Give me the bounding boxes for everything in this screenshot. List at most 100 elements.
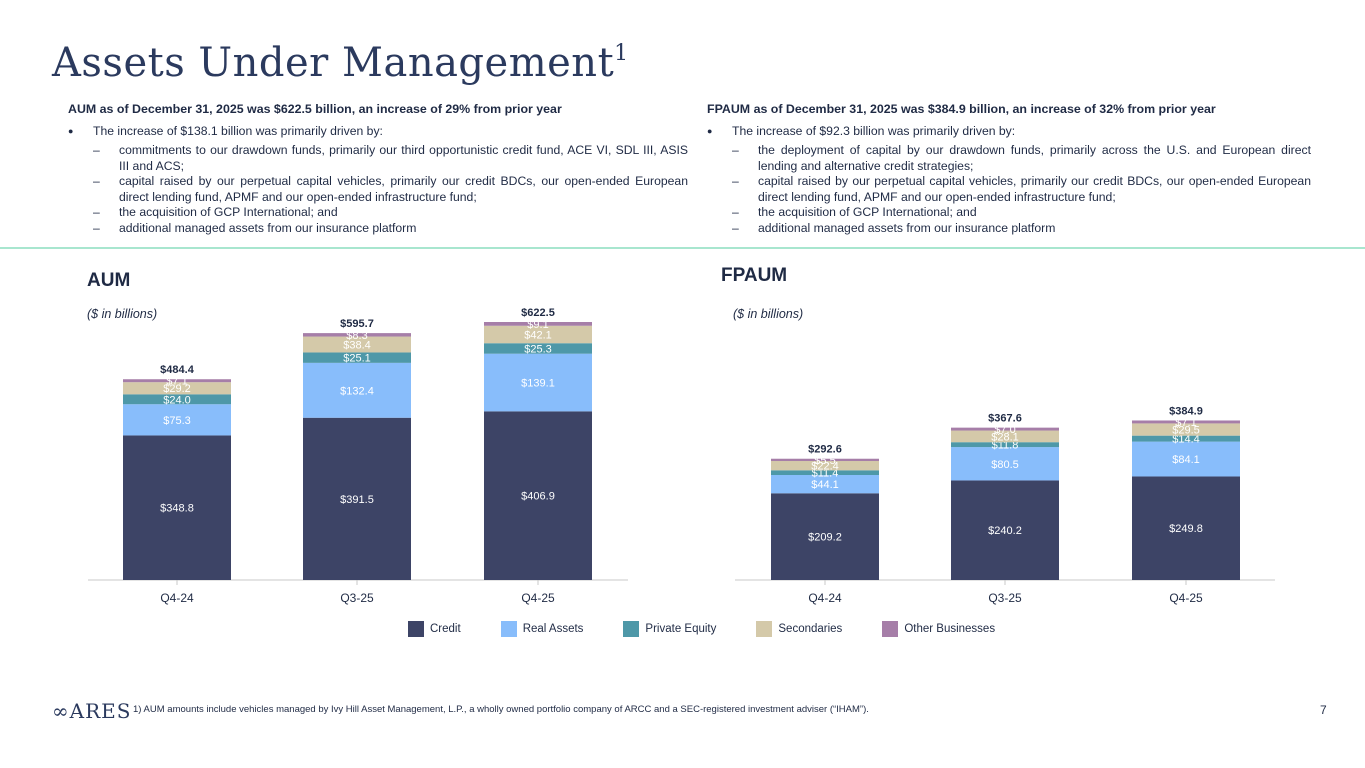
aum-chart-subtitle: ($ in billions) bbox=[87, 307, 158, 321]
aum-sub-item: additional managed assets from our insur… bbox=[68, 221, 688, 237]
bar-segment-real-assets bbox=[123, 404, 231, 436]
legend-item-other-businesses: Other Businesses bbox=[882, 621, 995, 637]
bar-segment-credit bbox=[1132, 476, 1240, 580]
legend-swatch bbox=[500, 621, 517, 637]
aum-commentary: AUM as of December 31, 2025 was $622.5 b… bbox=[68, 102, 688, 236]
bar-segment-credit bbox=[771, 493, 879, 580]
bar-segment-real-assets bbox=[771, 475, 879, 494]
aum-chart-title: AUM bbox=[87, 270, 131, 291]
legend-label: Other Businesses bbox=[904, 623, 996, 635]
legend-item-credit: Credit bbox=[408, 621, 461, 637]
bar-segment-real-assets bbox=[484, 353, 592, 412]
data-label: $209.2 bbox=[808, 532, 842, 544]
data-label: $391.5 bbox=[340, 494, 374, 506]
legend-swatch bbox=[756, 621, 773, 637]
data-label: $44.1 bbox=[811, 479, 839, 491]
legend-label: Secondaries bbox=[778, 623, 843, 635]
bar-segment-private-equity bbox=[303, 352, 411, 363]
bar-segment-secondaries bbox=[123, 382, 231, 395]
aum-bullet: The increase of $138.1 billion was prima… bbox=[68, 124, 688, 140]
x-tick-label: Q3-25 bbox=[340, 591, 374, 605]
data-label: $11.8 bbox=[992, 440, 1019, 452]
aum-chart: $348.8 $75.3 $24.0$29.2$7.1$484.4 Q4-24 $391… bbox=[88, 307, 628, 605]
fpaum-sub-item: the acquisition of GCP International; an… bbox=[707, 205, 1311, 221]
bar-segment-real-assets bbox=[1132, 441, 1240, 477]
title-footnote-ref: 1 bbox=[614, 40, 629, 66]
page-number: 7 bbox=[1320, 703, 1327, 717]
bar-segment-private-equity bbox=[123, 394, 231, 405]
total-label: $595.7 bbox=[340, 318, 374, 330]
total-label: $484.4 bbox=[160, 364, 195, 376]
section-divider bbox=[0, 247, 1365, 249]
aum-sub-item: the acquisition of GCP International; an… bbox=[68, 205, 688, 221]
bar-segment-credit bbox=[123, 435, 231, 580]
data-label: $29.2 bbox=[163, 383, 191, 395]
chart-legend: Credit Real Assets Private Equity Second… bbox=[408, 621, 1035, 637]
total-label: $384.9 bbox=[1169, 405, 1203, 417]
legend-swatch bbox=[623, 621, 640, 637]
logo-text: ARES bbox=[69, 699, 132, 723]
fpaum-sub-item: additional managed assets from our insur… bbox=[707, 221, 1311, 237]
legend-swatch bbox=[408, 621, 424, 637]
data-label: $84.1 bbox=[1172, 454, 1200, 466]
total-label: $622.5 bbox=[521, 307, 555, 319]
footnote: 1) AUM amounts include vehicles managed … bbox=[133, 704, 869, 715]
data-label: $7.1 bbox=[1175, 417, 1196, 429]
data-label: $38.4 bbox=[343, 340, 371, 352]
fpaum-chart-subtitle: ($ in billions) bbox=[733, 307, 804, 321]
data-label: $42.1 bbox=[524, 329, 552, 341]
aum-sub-item: capital raised by our perpetual capital … bbox=[68, 174, 688, 205]
data-label: $8.3 bbox=[346, 330, 367, 342]
data-label: $9.1 bbox=[527, 319, 548, 331]
aum-sub-item: commitments to our drawdown funds, prima… bbox=[68, 143, 688, 174]
bar-segment-credit bbox=[951, 480, 1059, 580]
x-tick-label: Q4-24 bbox=[160, 591, 194, 605]
bar-segment-private-equity bbox=[484, 343, 592, 354]
data-label: $7.0 bbox=[994, 424, 1015, 436]
fpaum-chart: $209.2 $44.1$11.4$22.4$5.5$292.6 Q4-24 $240… bbox=[735, 405, 1275, 605]
data-label: $22.4 bbox=[811, 461, 839, 473]
bar-segment-other-businesses bbox=[951, 427, 1059, 431]
bar-segment-secondaries bbox=[484, 325, 592, 344]
bar-segment-real-assets bbox=[951, 447, 1059, 481]
x-tick-label: Q4-24 bbox=[808, 591, 842, 605]
page-title: Assets Under Management1 bbox=[52, 40, 629, 86]
legend-item-real-assets: Real Assets bbox=[500, 621, 583, 637]
bar-segment-secondaries bbox=[1132, 423, 1240, 436]
bar-segment-other-businesses bbox=[123, 379, 231, 383]
fpaum-chart-title: FPAUM bbox=[721, 265, 788, 286]
data-label: $75.3 bbox=[163, 415, 191, 427]
fpaum-sub-item: the deployment of capital by our drawdow… bbox=[707, 143, 1311, 174]
bar-segment-credit bbox=[303, 417, 411, 580]
data-label: $348.8 bbox=[160, 503, 194, 515]
data-label: $7.1 bbox=[166, 376, 187, 388]
bar-segment-secondaries bbox=[951, 430, 1059, 443]
bar-segment-secondaries bbox=[303, 336, 411, 353]
total-label: $367.6 bbox=[988, 413, 1022, 425]
bar-segment-other-businesses bbox=[771, 458, 879, 462]
legend-item-secondaries: Secondaries bbox=[756, 621, 842, 637]
data-label: $139.1 bbox=[521, 378, 555, 390]
bar-segment-secondaries bbox=[771, 461, 879, 471]
bar-segment-private-equity bbox=[771, 470, 879, 476]
data-label: $29.5 bbox=[1172, 425, 1200, 437]
bar-segment-private-equity bbox=[1132, 435, 1240, 442]
bar-segment-credit bbox=[484, 411, 592, 580]
legend-swatch bbox=[882, 621, 899, 637]
x-tick-label: Q4-25 bbox=[1169, 591, 1203, 605]
data-label: $5.5 bbox=[814, 455, 835, 467]
bar-segment-other-businesses bbox=[303, 333, 411, 337]
data-label: $132.4 bbox=[340, 385, 374, 397]
logo-mark-icon: ∞ bbox=[52, 699, 70, 723]
data-label: $249.8 bbox=[1169, 523, 1203, 535]
fpaum-sub-item: capital raised by our perpetual capital … bbox=[707, 174, 1311, 205]
total-label: $292.6 bbox=[808, 444, 842, 456]
data-label: $14.4 bbox=[1172, 434, 1200, 446]
data-label: $25.1 bbox=[343, 353, 371, 365]
data-label: $25.3 bbox=[524, 343, 552, 355]
aum-heading: AUM as of December 31, 2025 was $622.5 b… bbox=[68, 102, 562, 116]
data-label: $24.0 bbox=[163, 394, 191, 406]
data-label: $406.9 bbox=[521, 491, 555, 503]
page-title-text: Assets Under Management bbox=[52, 40, 615, 86]
fpaum-bullet: The increase of $92.3 billion was primar… bbox=[707, 124, 1311, 140]
